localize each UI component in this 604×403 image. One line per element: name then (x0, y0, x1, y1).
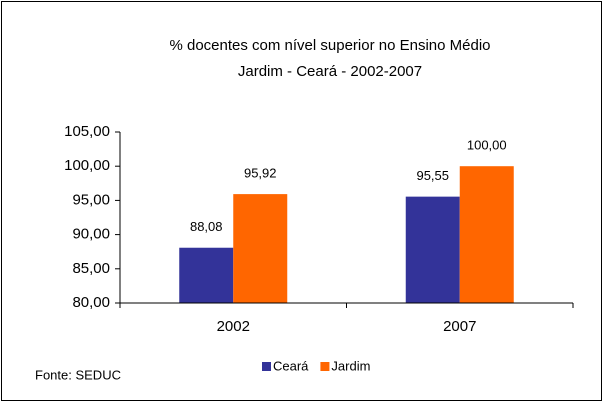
legend-label: Jardim (331, 358, 370, 373)
bar (179, 247, 234, 303)
value-label: 88,08 (190, 219, 223, 234)
chart-title: % docentes com nível superior no Ensino … (169, 37, 490, 54)
value-label: 95,92 (244, 166, 277, 181)
legend-label: Ceará (273, 358, 309, 373)
chart-subtitle: Jardim - Ceará - 2002-2007 (238, 63, 422, 80)
x-tick-label: 2007 (443, 318, 476, 335)
y-tick-label: 95,00 (72, 191, 110, 208)
x-tick-label: 2002 (217, 318, 250, 335)
value-label: 95,55 (416, 168, 449, 183)
y-tick-label: 80,00 (72, 294, 110, 311)
y-tick-label: 85,00 (72, 260, 110, 277)
value-label: 100,00 (467, 138, 507, 153)
source-note: Fonte: SEDUC (35, 367, 121, 382)
bar (405, 196, 460, 303)
legend-swatch (262, 362, 271, 371)
legend-swatch (320, 362, 330, 371)
bar (459, 166, 514, 303)
y-tick-label: 100,00 (64, 157, 110, 174)
y-tick-label: 105,00 (64, 123, 110, 140)
bar (233, 194, 288, 303)
y-tick-label: 90,00 (72, 226, 110, 243)
